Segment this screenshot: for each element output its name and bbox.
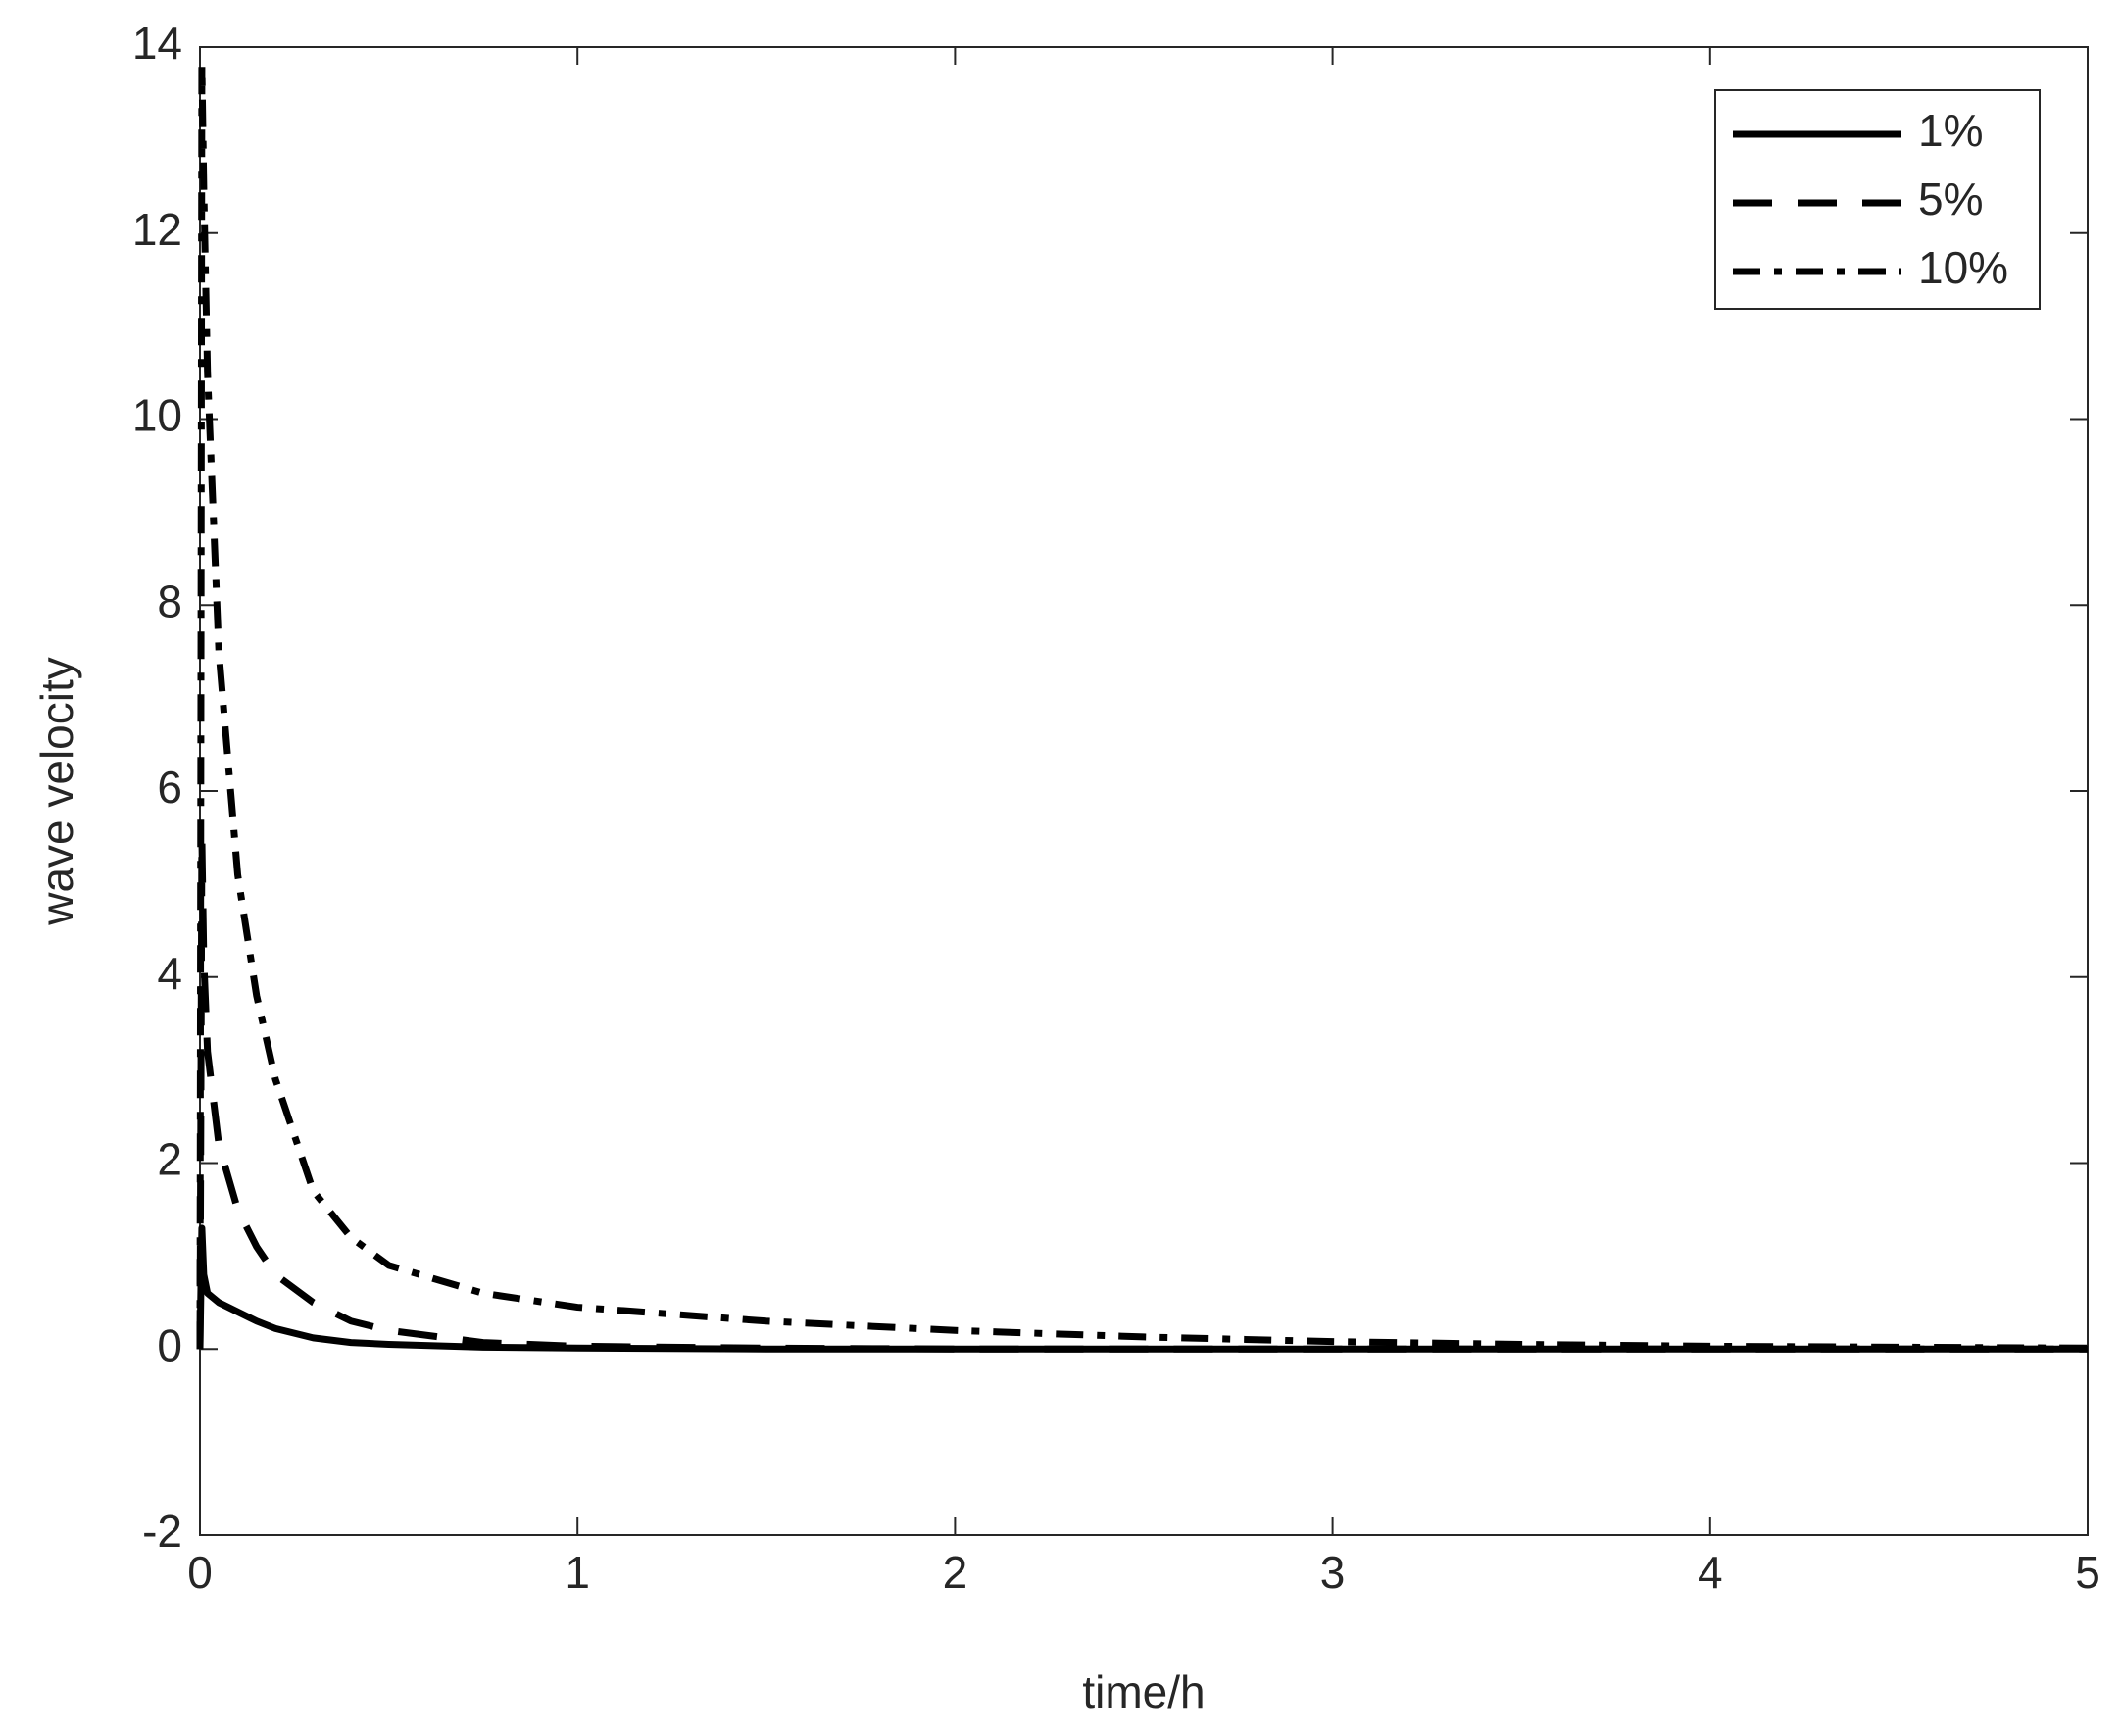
- x-axis-label: time/h: [1082, 1666, 1205, 1717]
- y-tick-label: 10: [132, 390, 182, 441]
- legend-label: 1%: [1918, 105, 1983, 156]
- x-tick-label: 4: [1698, 1547, 1723, 1598]
- y-tick-label: 2: [157, 1134, 182, 1185]
- y-tick-label: -2: [142, 1506, 182, 1557]
- y-tick-label: 12: [132, 204, 182, 255]
- data-line: [196, 1224, 2088, 1353]
- x-tick-label: 1: [565, 1547, 590, 1598]
- y-tick-label: 4: [157, 948, 182, 999]
- x-tick-label: 5: [2075, 1547, 2100, 1598]
- legend-label: 10%: [1918, 242, 2008, 293]
- y-tick-label: 14: [132, 18, 182, 69]
- y-tick-label: 0: [157, 1319, 182, 1370]
- legend-label: 5%: [1918, 174, 1983, 224]
- x-tick-label: 2: [943, 1547, 968, 1598]
- x-tick-label: 3: [1320, 1547, 1346, 1598]
- y-tick-label: 6: [157, 762, 182, 813]
- data-line: [196, 62, 2089, 1352]
- y-tick-label: 8: [157, 575, 182, 626]
- y-axis-label: wave velocity: [31, 657, 82, 926]
- x-tick-label: 0: [187, 1547, 213, 1598]
- data-line: [196, 833, 2088, 1353]
